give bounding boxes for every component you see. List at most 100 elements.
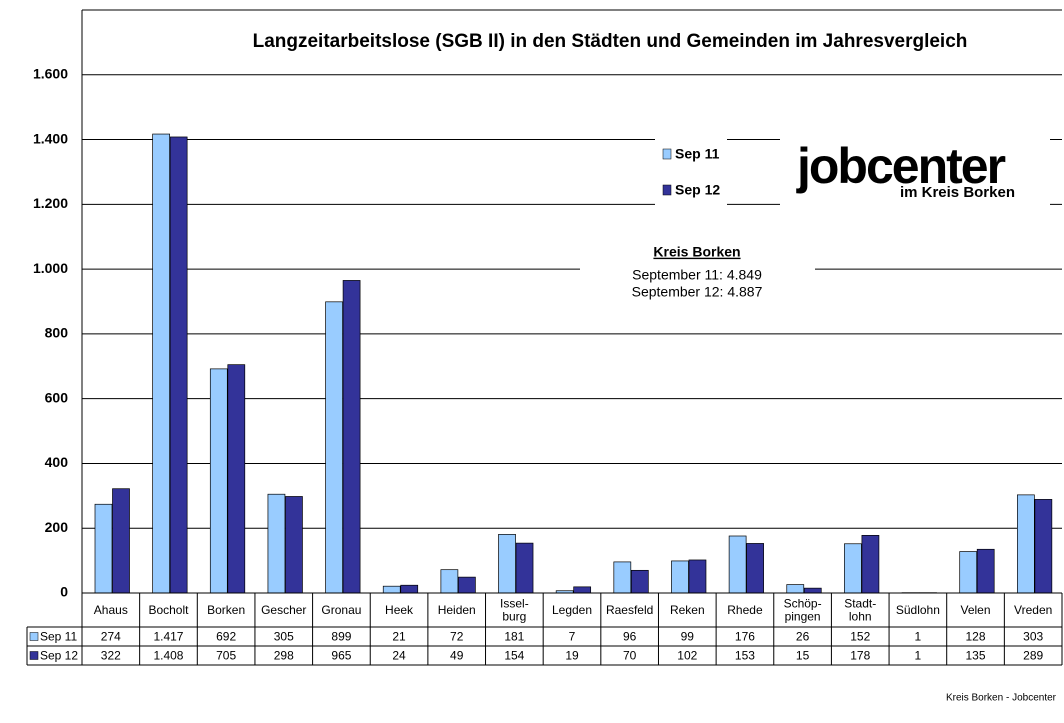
table-value: 303 <box>1023 630 1043 644</box>
table-legend-label: Sep 12 <box>40 649 78 663</box>
x-tick-label: Borken <box>207 603 245 617</box>
table-legend-label: Sep 11 <box>40 630 77 644</box>
table-value: 178 <box>850 649 870 663</box>
bar <box>976 548 995 594</box>
bar <box>400 584 419 594</box>
y-tick-label: 200 <box>45 519 69 535</box>
bar <box>267 493 286 594</box>
y-tick-label: 1.600 <box>33 65 68 81</box>
x-tick-label: Stadt-lohn <box>844 597 876 624</box>
x-tick-label: Reken <box>670 603 705 617</box>
table-value: 154 <box>504 649 524 663</box>
annotation-bg <box>580 236 815 306</box>
table-value: 322 <box>101 649 121 663</box>
x-tick-label: Legden <box>552 603 592 617</box>
table-value: 289 <box>1023 649 1043 663</box>
bar <box>1017 494 1035 594</box>
logo-bg <box>780 128 1050 210</box>
table-value: 24 <box>392 649 406 663</box>
bar <box>613 561 632 594</box>
table-value: 21 <box>392 630 406 644</box>
bar <box>803 587 822 594</box>
y-tick-label: 1.400 <box>33 130 68 146</box>
bar <box>94 503 113 594</box>
table-value: 1.417 <box>153 630 183 644</box>
bar <box>844 543 862 594</box>
table-value: 274 <box>101 630 121 644</box>
y-tick-label: 800 <box>45 325 69 341</box>
table-value: 15 <box>796 649 810 663</box>
table-value: 153 <box>735 649 755 663</box>
bar <box>573 586 592 594</box>
x-tick-label: Heiden <box>438 603 476 617</box>
x-tick-label: Gronau <box>321 603 361 617</box>
table-value: 1 <box>915 630 922 644</box>
bar <box>671 560 689 594</box>
x-tick-label: Bocholt <box>148 603 189 617</box>
table-value: 965 <box>331 649 351 663</box>
x-tick-label: Rhede <box>727 603 763 617</box>
bar <box>959 551 978 594</box>
table-legend-swatch <box>29 651 39 660</box>
x-tick-label: Vreden <box>1014 603 1052 617</box>
bar <box>382 585 401 594</box>
table-value: 181 <box>504 630 524 644</box>
table-value: 1 <box>915 649 922 663</box>
logo-subtitle: im Kreis Borken <box>900 184 1015 201</box>
table-value: 152 <box>850 630 870 644</box>
legend-label: Sep 12 <box>675 182 720 198</box>
table-value: 899 <box>331 630 351 644</box>
bar <box>458 576 476 594</box>
bar <box>440 569 459 594</box>
bar <box>515 542 534 594</box>
table-value: 705 <box>216 649 236 663</box>
bar <box>209 368 228 594</box>
legend-swatch <box>662 184 672 196</box>
table-value: 305 <box>274 630 294 644</box>
table-value: 7 <box>569 630 576 644</box>
x-tick-label: Ahaus <box>94 603 128 617</box>
x-tick-label: Gescher <box>261 603 306 617</box>
logo-name: jobcenter <box>796 138 1006 194</box>
table-value: 102 <box>677 649 697 663</box>
table-value: 19 <box>565 649 579 663</box>
legend-swatch <box>662 148 672 160</box>
x-tick-label: Heek <box>385 603 414 617</box>
annotation-title: Kreis Borken <box>653 244 740 260</box>
bar <box>152 133 170 594</box>
x-tick-label: Velen <box>961 603 991 617</box>
bar <box>728 535 747 594</box>
legend-label: Sep 11 <box>675 146 720 162</box>
legend-bg <box>655 128 727 210</box>
bar <box>325 301 343 594</box>
bar <box>746 543 764 594</box>
table-value: 72 <box>450 630 464 644</box>
table-value: 70 <box>623 649 637 663</box>
bar <box>227 364 246 594</box>
y-tick-label: 1.200 <box>33 195 68 211</box>
y-tick-label: 1.000 <box>33 260 68 276</box>
y-tick-label: 600 <box>45 389 69 405</box>
x-tick-label: Issel-burg <box>500 597 529 624</box>
table-value: 692 <box>216 630 236 644</box>
bar <box>285 496 303 594</box>
table-value: 128 <box>966 630 986 644</box>
table-legend-swatch <box>29 632 39 641</box>
annotation-line: September 12: 4.887 <box>632 284 763 300</box>
x-tick-label: Raesfeld <box>606 603 653 617</box>
bar <box>169 136 188 594</box>
bar <box>1034 499 1053 594</box>
footer: Kreis Borken - Jobcenter <box>946 693 1057 704</box>
bar <box>786 584 805 594</box>
bar <box>342 280 361 594</box>
table-value: 96 <box>623 630 637 644</box>
chart-title: Langzeitarbeitslose (SGB II) in den Städ… <box>253 31 968 52</box>
table-value: 298 <box>274 649 294 663</box>
table-value: 1.408 <box>153 649 183 663</box>
x-tick-label: Schöp-pingen <box>784 597 822 624</box>
bar <box>498 534 516 594</box>
x-tick-label: Südlohn <box>896 603 940 617</box>
bar <box>630 569 649 594</box>
y-tick-label: 0 <box>60 584 68 600</box>
